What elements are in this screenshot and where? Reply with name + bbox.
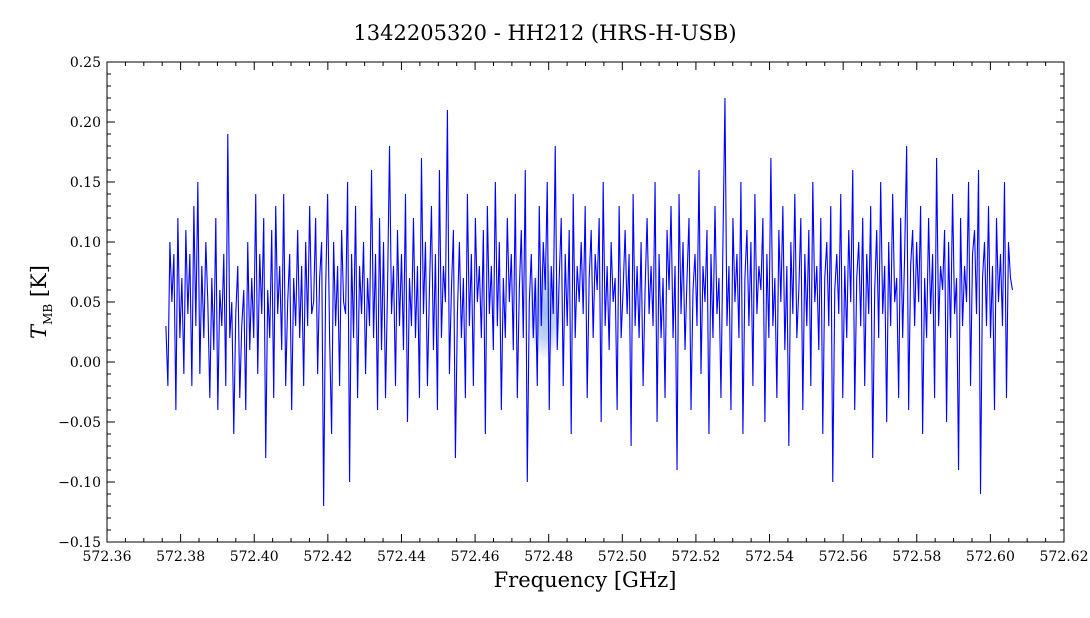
y-tick-label: −0.05 [58, 415, 101, 431]
x-tick-label: 572.38 [156, 549, 205, 565]
y-axis-label-sub: MB [41, 304, 55, 325]
x-tick-label: 572.56 [819, 549, 868, 565]
x-tick-label: 572.62 [1040, 549, 1089, 565]
x-tick-label: 572.48 [524, 549, 573, 565]
x-tick-label: 572.54 [745, 549, 794, 565]
y-tick-label: 0.20 [70, 115, 101, 131]
y-tick-label: −0.10 [58, 475, 101, 491]
x-tick-label: 572.46 [451, 549, 500, 565]
x-axis: 572.36 572.38 572.40 572.42 572.44 572.46 572.… [83, 62, 1089, 565]
x-tick-label: 572.50 [598, 549, 647, 565]
x-tick-label: 572.58 [892, 549, 941, 565]
x-tick-label: 572.42 [303, 549, 352, 565]
y-tick-label: 0.15 [70, 175, 101, 191]
y-tick-label: −0.15 [58, 535, 101, 551]
y-axis-label: TMB [K] [27, 265, 55, 339]
y-axis-label-unit: [K] [27, 265, 51, 304]
x-tick-label: 572.36 [83, 549, 132, 565]
y-axis: −0.15 −0.10 −0.05 0.00 0.05 0.10 0.15 0.20 0.25 [58, 55, 1064, 551]
y-tick-label: 0.00 [70, 355, 101, 371]
x-tick-label: 572.60 [966, 549, 1015, 565]
series-line [165, 97, 1014, 507]
y-tick-label: 0.10 [70, 235, 101, 251]
x-tick-label: 572.52 [671, 549, 720, 565]
chart-title: 1342205320 - HH212 (HRS-H-USB) [353, 21, 736, 45]
x-tick-label: 572.44 [377, 549, 426, 565]
y-tick-label: 0.25 [70, 55, 101, 71]
x-axis-label: Frequency [GHz] [494, 568, 677, 592]
x-tick-label: 572.40 [230, 549, 279, 565]
y-axis-label-main: T [27, 323, 51, 339]
y-tick-label: 0.05 [70, 295, 101, 311]
